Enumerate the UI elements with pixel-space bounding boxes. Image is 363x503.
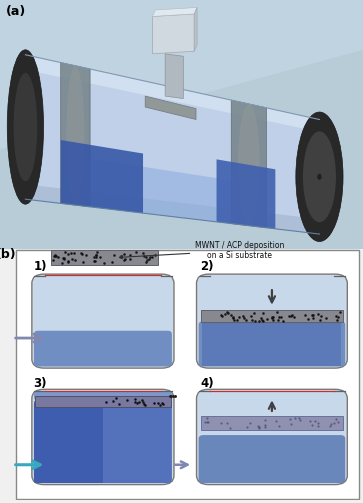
Polygon shape	[61, 140, 143, 213]
Ellipse shape	[7, 50, 44, 204]
Polygon shape	[217, 159, 276, 229]
Polygon shape	[152, 8, 197, 17]
Text: 2): 2)	[200, 260, 213, 273]
Polygon shape	[61, 62, 90, 207]
Text: (b): (b)	[0, 248, 16, 261]
Text: 1): 1)	[34, 260, 47, 273]
Text: 4): 4)	[200, 377, 213, 390]
Polygon shape	[35, 396, 171, 406]
FancyBboxPatch shape	[199, 435, 345, 483]
FancyBboxPatch shape	[34, 330, 172, 367]
Polygon shape	[0, 0, 363, 149]
FancyBboxPatch shape	[34, 276, 172, 330]
Polygon shape	[145, 96, 196, 120]
FancyBboxPatch shape	[199, 391, 345, 435]
Polygon shape	[90, 158, 231, 224]
FancyBboxPatch shape	[199, 321, 345, 367]
FancyBboxPatch shape	[16, 250, 359, 499]
Polygon shape	[201, 416, 343, 430]
Polygon shape	[231, 100, 266, 228]
Polygon shape	[25, 55, 319, 234]
Text: MWNT / ACP deposition
on a Si substrate: MWNT / ACP deposition on a Si substrate	[119, 241, 285, 260]
Polygon shape	[201, 310, 343, 322]
FancyBboxPatch shape	[34, 401, 172, 483]
FancyBboxPatch shape	[0, 0, 363, 249]
Polygon shape	[51, 250, 158, 265]
Polygon shape	[152, 14, 194, 54]
FancyBboxPatch shape	[196, 389, 347, 484]
Polygon shape	[25, 184, 319, 234]
Polygon shape	[165, 54, 183, 99]
FancyBboxPatch shape	[34, 391, 172, 401]
Ellipse shape	[296, 112, 343, 241]
Text: (a): (a)	[5, 5, 26, 18]
FancyBboxPatch shape	[199, 276, 345, 321]
FancyBboxPatch shape	[196, 274, 347, 368]
Polygon shape	[194, 8, 197, 51]
Ellipse shape	[238, 104, 260, 226]
Polygon shape	[203, 322, 342, 366]
FancyBboxPatch shape	[32, 389, 174, 484]
Ellipse shape	[14, 73, 37, 181]
Text: 3): 3)	[34, 377, 47, 390]
Polygon shape	[25, 55, 319, 132]
Ellipse shape	[317, 174, 322, 180]
FancyBboxPatch shape	[32, 274, 174, 368]
Ellipse shape	[303, 131, 336, 222]
Polygon shape	[34, 401, 103, 483]
Ellipse shape	[66, 66, 85, 205]
